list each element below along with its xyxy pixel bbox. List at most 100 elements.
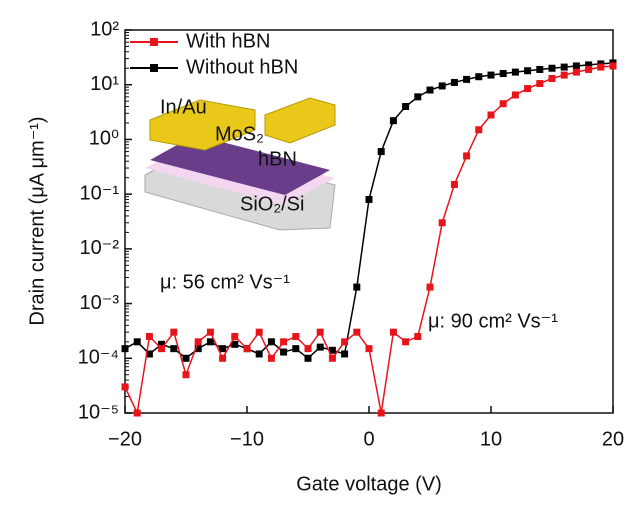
- data-point: [267, 338, 275, 346]
- data-point: [475, 73, 483, 81]
- data-point: [487, 111, 495, 119]
- data-point: [341, 338, 349, 346]
- data-point: [145, 333, 153, 341]
- data-point: [304, 345, 312, 353]
- data-point: [450, 78, 458, 86]
- data-point: [145, 350, 153, 358]
- data-point: [121, 383, 129, 391]
- data-point: [194, 338, 202, 346]
- data-point: [524, 85, 532, 93]
- data-point: [536, 65, 544, 73]
- data-point: [511, 68, 519, 76]
- data-point: [548, 64, 556, 72]
- y-tick-label: 10¹: [90, 73, 119, 95]
- data-point: [158, 340, 166, 348]
- data-point: [389, 117, 397, 125]
- data-point: [133, 409, 141, 417]
- data-point: [121, 345, 129, 353]
- legend-label: Without hBN: [186, 56, 298, 78]
- data-point: [194, 345, 202, 353]
- data-point: [280, 338, 288, 346]
- data-point: [170, 345, 178, 353]
- data-point: [402, 338, 410, 346]
- data-point: [560, 63, 568, 71]
- data-point: [219, 345, 227, 353]
- data-point: [426, 86, 434, 94]
- data-point: [548, 74, 556, 82]
- data-point: [499, 100, 507, 108]
- data-point: [389, 328, 397, 336]
- data-point: [377, 148, 385, 156]
- data-point: [450, 181, 458, 189]
- data-point: [438, 82, 446, 90]
- data-point: [304, 354, 312, 362]
- x-tick-label: −10: [230, 428, 264, 450]
- y-tick-label: 10⁻³: [80, 292, 120, 314]
- data-point: [316, 328, 324, 336]
- y-tick-label: 10⁻¹: [80, 182, 120, 204]
- data-point: [255, 350, 263, 358]
- data-point: [341, 350, 349, 358]
- inset-device: [144, 97, 336, 231]
- data-point: [572, 62, 580, 70]
- data-point: [572, 68, 580, 76]
- x-axis-title: Gate voltage (V): [296, 473, 442, 495]
- x-tick-label: 0: [363, 428, 374, 450]
- data-point: [292, 345, 300, 353]
- data-point: [511, 91, 519, 99]
- data-point: [463, 152, 471, 160]
- data-point: [377, 409, 385, 417]
- data-point: [182, 371, 190, 379]
- data-point: [487, 71, 495, 79]
- annotation: μ: 90 cm² Vs⁻¹: [428, 310, 558, 332]
- data-point: [267, 354, 275, 362]
- data-point: [243, 345, 251, 353]
- data-point: [524, 67, 532, 75]
- data-point: [292, 333, 300, 341]
- x-tick-label: −20: [108, 428, 142, 450]
- data-point: [353, 328, 361, 336]
- data-point: [365, 345, 373, 353]
- data-point: [402, 102, 410, 110]
- data-point: [231, 333, 239, 341]
- legend-marker: [150, 64, 158, 72]
- data-point: [609, 62, 617, 70]
- data-point: [414, 93, 422, 101]
- data-point: [585, 65, 593, 73]
- inset-label: MoS₂: [215, 123, 264, 145]
- x-tick-label: 10: [480, 428, 502, 450]
- data-point: [170, 328, 178, 336]
- data-point: [219, 354, 227, 362]
- data-point: [536, 80, 544, 88]
- data-point: [231, 340, 239, 348]
- data-point: [206, 338, 214, 346]
- inset-label: hBN: [258, 148, 297, 170]
- data-point: [365, 195, 373, 203]
- plot-frame: [124, 29, 614, 414]
- data-point: [158, 345, 166, 353]
- y-tick-label: 10⁻⁴: [78, 347, 119, 369]
- data-point: [426, 283, 434, 291]
- data-point: [585, 61, 593, 69]
- legend-label: With hBN: [186, 30, 270, 52]
- electrode-right: [264, 97, 336, 144]
- y-tick-label: 10²: [90, 18, 119, 40]
- data-point: [414, 333, 422, 341]
- x-tick-label: 20: [602, 428, 624, 450]
- data-point: [133, 338, 141, 346]
- data-point: [438, 219, 446, 227]
- data-point: [182, 354, 190, 362]
- data-point: [255, 328, 263, 336]
- data-point: [463, 75, 471, 83]
- data-point: [560, 71, 568, 79]
- data-point: [206, 328, 214, 336]
- annotation: μ: 56 cm² Vs⁻¹: [160, 271, 290, 293]
- data-point: [597, 63, 605, 71]
- y-tick-label: 10⁰: [89, 128, 119, 150]
- data-point: [475, 126, 483, 134]
- y-axis-title: Drain current (μA μm⁻¹): [26, 116, 48, 325]
- y-tick-label: 10⁻⁵: [78, 401, 119, 423]
- data-point: [353, 283, 361, 291]
